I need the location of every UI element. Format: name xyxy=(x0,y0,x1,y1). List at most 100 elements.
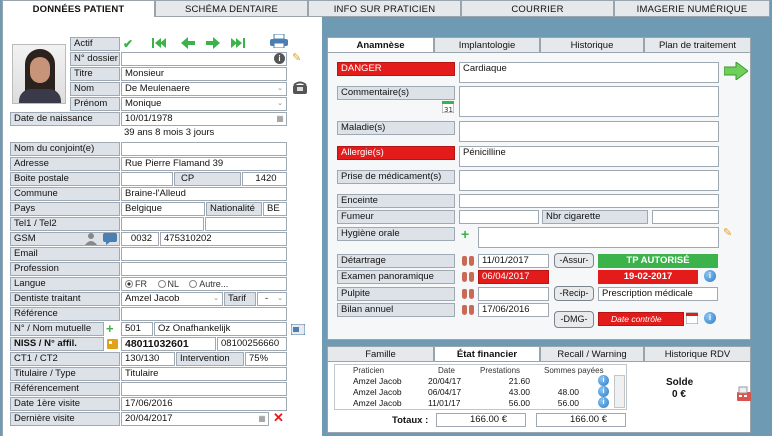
delete-icon[interactable]: ✕ xyxy=(273,410,284,425)
titulaire-field[interactable]: Titulaire xyxy=(121,367,287,381)
printer-icon[interactable] xyxy=(270,33,288,49)
danger-field[interactable]: Cardiaque xyxy=(459,62,719,83)
recip-button[interactable]: -Recip- xyxy=(554,286,594,301)
tab-plan-traitement[interactable]: Plan de traitement xyxy=(644,37,751,53)
dossier-field[interactable] xyxy=(121,52,287,66)
adresse-field[interactable]: Rue Pierre Flamand 39 xyxy=(121,157,287,171)
last-record-icon[interactable] xyxy=(231,37,245,49)
commentaire-field[interactable] xyxy=(459,86,719,117)
langue-fr-radio[interactable]: FR xyxy=(125,279,147,289)
tab-info-praticien[interactable]: INFO SUR PRATICIEN xyxy=(308,0,461,17)
profession-field[interactable] xyxy=(121,262,287,276)
calendar-icon[interactable]: 31 xyxy=(441,101,455,114)
ct-field[interactable]: 130/130 xyxy=(121,352,175,366)
langue-nl-radio[interactable]: NL xyxy=(157,279,179,289)
tarif-select[interactable]: - ⌄ xyxy=(257,292,287,306)
prescription-field[interactable]: Prescription médicale xyxy=(598,287,718,301)
phone-icon[interactable] xyxy=(292,81,308,95)
tab-etat-financier[interactable]: État financier xyxy=(434,346,540,362)
card-icon[interactable] xyxy=(290,323,306,336)
tab-famille[interactable]: Famille xyxy=(327,346,434,362)
intervention-field[interactable]: 75% xyxy=(245,352,287,366)
patient-photo[interactable] xyxy=(12,44,66,104)
naissance-field[interactable]: 10/01/1978 ▦ xyxy=(121,112,287,126)
bilan-date[interactable]: 17/06/2016 xyxy=(478,303,549,317)
info-icon[interactable]: i xyxy=(274,53,285,64)
referencement-field[interactable] xyxy=(121,382,287,396)
lungs-icon[interactable] xyxy=(462,304,474,316)
mutuelle-num-field[interactable]: 501 xyxy=(121,322,153,336)
pencil-icon[interactable]: ✎ xyxy=(292,52,302,64)
table-scrollbar[interactable] xyxy=(614,375,625,408)
tab-historique-rdv[interactable]: Historique RDV xyxy=(644,346,751,362)
nationalite-field[interactable]: BE xyxy=(263,202,287,216)
commune-field[interactable]: Braine-l'Alleud xyxy=(121,187,287,201)
lungs-icon[interactable] xyxy=(462,288,474,300)
cp-field[interactable]: 1420 xyxy=(242,172,287,186)
reference-field[interactable] xyxy=(121,307,287,321)
info-icon[interactable]: i xyxy=(598,375,609,386)
id-card-icon[interactable] xyxy=(107,339,118,349)
chevron-down-icon[interactable]: ⌄ xyxy=(213,295,219,302)
info-icon[interactable]: i xyxy=(598,397,609,408)
tab-historique[interactable]: Historique xyxy=(540,37,644,53)
titre-field[interactable]: Monsieur xyxy=(121,67,287,81)
previous-record-icon[interactable] xyxy=(181,37,195,49)
prenom-field[interactable]: Monique ⌄ xyxy=(121,97,287,111)
add-icon[interactable]: + xyxy=(106,321,114,336)
affil-field[interactable]: 08100256660 xyxy=(217,337,287,351)
add-icon[interactable]: + xyxy=(461,226,470,242)
tel2-field[interactable] xyxy=(205,217,287,231)
enceinte-field[interactable] xyxy=(459,194,719,208)
pencil-icon[interactable]: ✎ xyxy=(723,227,733,239)
next-record-icon[interactable] xyxy=(206,37,220,49)
pays-field[interactable]: Belgique xyxy=(121,202,205,216)
tab-schema-dentaire[interactable]: SCHÉMA DENTAIRE xyxy=(155,0,308,17)
gsm-field[interactable]: 475310202 xyxy=(160,232,287,246)
info-icon[interactable]: i xyxy=(704,312,716,324)
gsm-prefix-field[interactable]: 0032 xyxy=(121,232,159,246)
langue-autre-radio[interactable]: Autre... xyxy=(189,279,228,289)
chevron-down-icon[interactable]: ⌄ xyxy=(277,100,283,107)
tel1-field[interactable] xyxy=(121,217,204,231)
allergie-field[interactable]: Pénicilline xyxy=(459,146,719,167)
check-icon[interactable]: ✔ xyxy=(123,37,134,51)
controle-field[interactable]: Date contrôle xyxy=(598,312,684,326)
cash-register-icon[interactable] xyxy=(736,386,752,402)
assur-button[interactable]: -Assur- xyxy=(554,253,594,268)
nom-field[interactable]: De Meulenaere ⌄ xyxy=(121,82,287,96)
maladie-field[interactable] xyxy=(459,121,719,142)
pulpite-date[interactable] xyxy=(478,287,549,301)
medicament-field[interactable] xyxy=(459,170,719,191)
chevron-down-icon[interactable]: ⌄ xyxy=(277,85,283,92)
tab-implantologie[interactable]: Implantologie xyxy=(434,37,540,53)
first-record-icon[interactable] xyxy=(152,37,166,49)
premiere-visite-field[interactable]: 17/06/2016 xyxy=(121,397,287,411)
fumeur-field[interactable] xyxy=(459,210,539,224)
conjoint-field[interactable] xyxy=(121,142,287,156)
tab-courrier[interactable]: COURRIER xyxy=(461,0,614,17)
niss-field[interactable]: 48011032601 xyxy=(121,337,216,351)
info-icon[interactable]: i xyxy=(704,270,716,282)
chevron-down-icon[interactable]: ⌄ xyxy=(277,295,283,302)
cigarette-field[interactable] xyxy=(652,210,719,224)
lungs-icon[interactable] xyxy=(462,271,474,283)
tab-anamnese[interactable]: Anamnèse xyxy=(327,37,434,53)
tab-imagerie[interactable]: IMAGERIE NUMÉRIQUE xyxy=(614,0,770,17)
derniere-visite-field[interactable]: 20/04/2017 ▦ xyxy=(121,412,269,426)
email-field[interactable] xyxy=(121,247,287,261)
lungs-icon[interactable] xyxy=(462,255,474,267)
mutuelle-nom-field[interactable]: Oz Onafhankelijk xyxy=(154,322,287,336)
sms-icon[interactable] xyxy=(103,232,117,245)
tab-donnees-patient[interactable]: DONNÉES PATIENT xyxy=(2,0,155,17)
calendar-icon[interactable]: ▦ xyxy=(276,114,284,123)
boite-field[interactable] xyxy=(121,172,173,186)
calendar-icon[interactable]: ▦ xyxy=(258,414,266,423)
detartrage-date[interactable]: 11/01/2017 xyxy=(478,254,549,268)
dmg-button[interactable]: -DMG- xyxy=(554,311,594,328)
calendar-icon[interactable] xyxy=(685,312,699,325)
dentiste-select[interactable]: Amzel Jacob ⌄ xyxy=(121,292,223,306)
hygiene-field[interactable] xyxy=(478,227,719,248)
info-icon[interactable]: i xyxy=(598,386,609,397)
panoramique-date[interactable]: 06/04/2017 xyxy=(478,270,549,284)
